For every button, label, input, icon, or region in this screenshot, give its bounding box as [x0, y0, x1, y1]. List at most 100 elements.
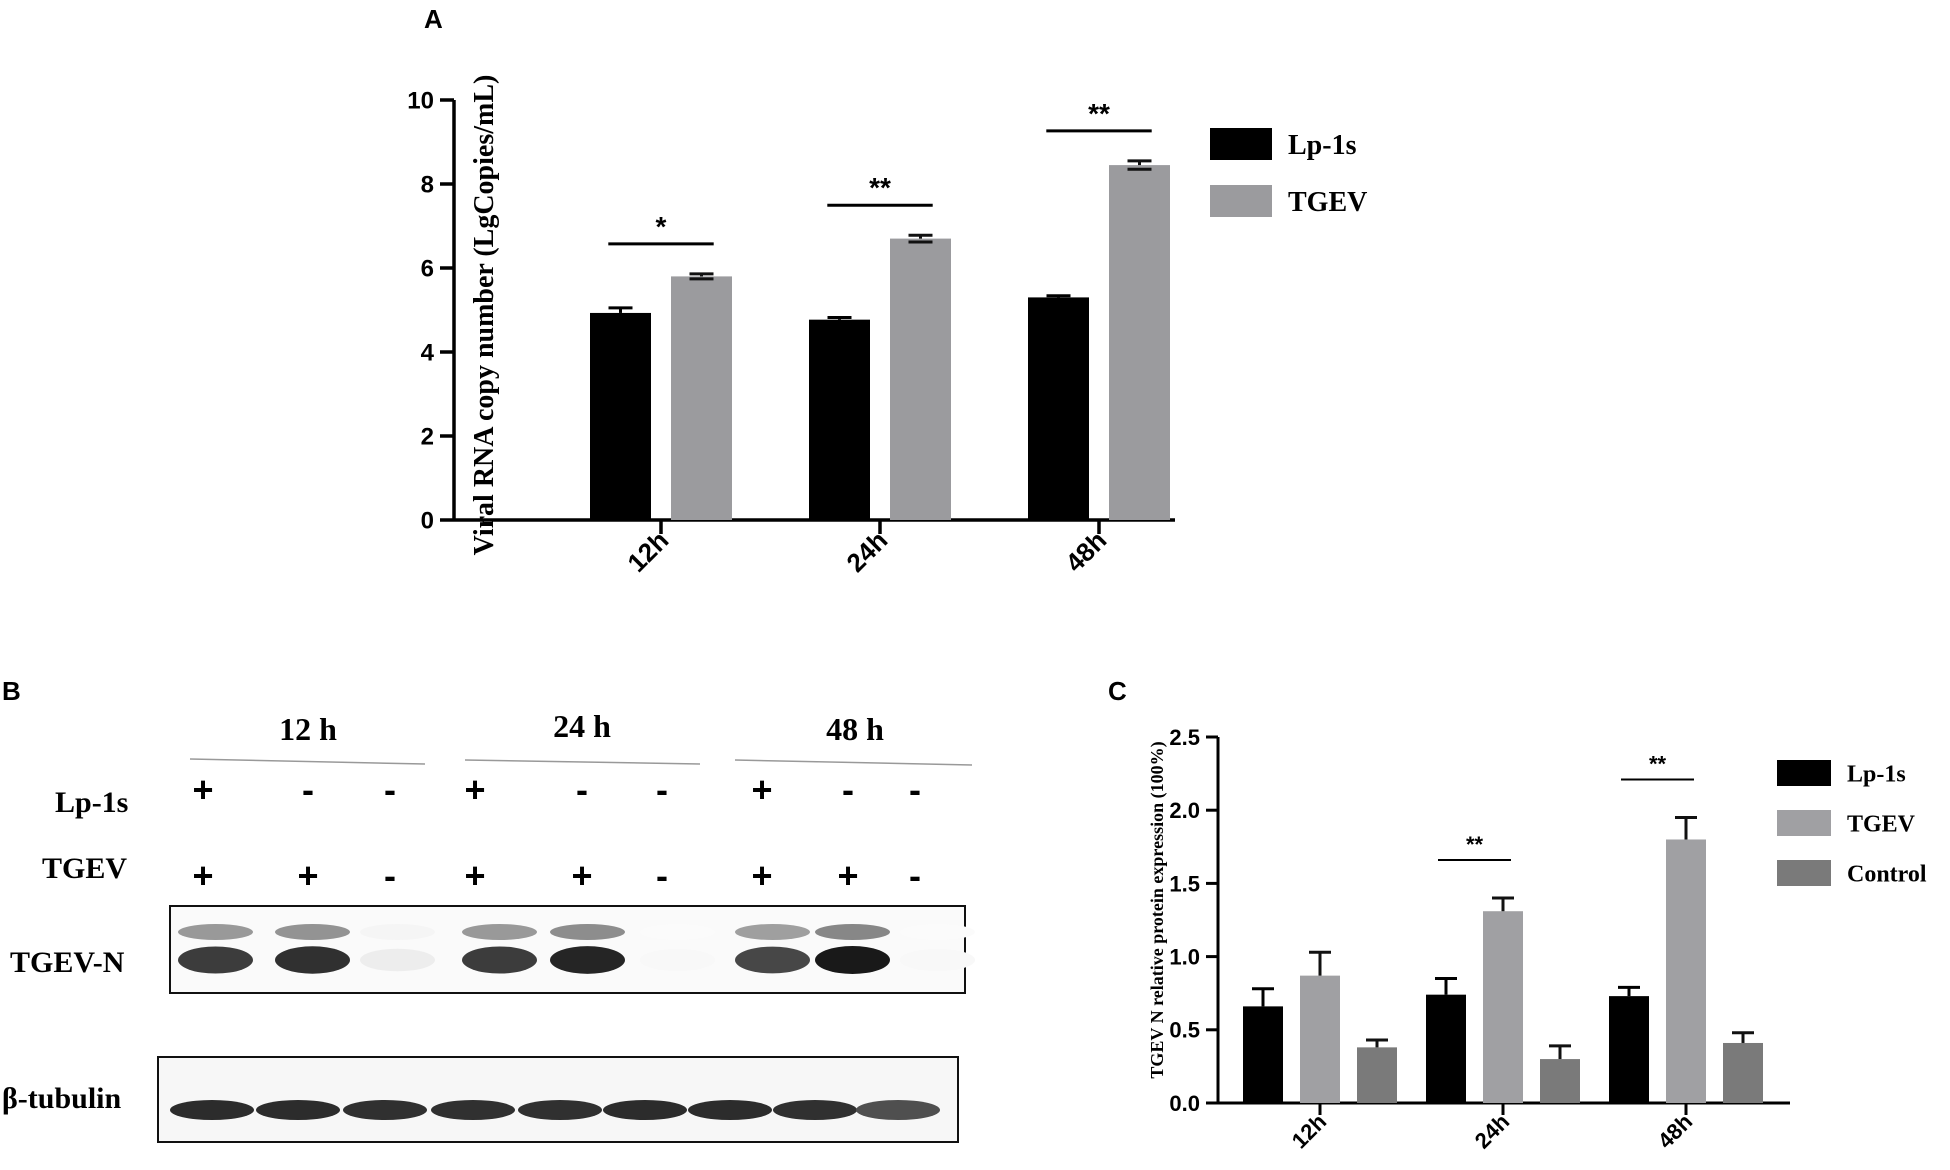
y-tick-label: 10: [407, 88, 434, 115]
lp-sign: +: [464, 769, 485, 810]
group-line-48h: [734, 759, 973, 766]
row-label-tgev: TGEV: [42, 852, 127, 885]
panel-label-a: A: [424, 4, 443, 34]
x-tick-label-48h: 48h: [1059, 525, 1112, 578]
tubulin-band: [170, 1100, 254, 1120]
lp-sign: +: [192, 769, 213, 810]
bar-lp-1s-48h: [1609, 996, 1649, 1103]
n-band-upper: [550, 924, 625, 940]
bar-tgev-48h: [1666, 839, 1706, 1103]
time-label-24h: 24 h: [553, 708, 611, 744]
n-band-lower: [815, 946, 890, 974]
legend-swatch-control: [1777, 860, 1831, 886]
bar-control-48h: [1723, 1042, 1763, 1103]
group-line-12h: [189, 758, 426, 765]
bar-tgev-24h: [1483, 911, 1523, 1103]
bar-lp-1s-24h: [809, 319, 870, 520]
bar-lp-1s-48h: [1028, 297, 1089, 520]
western-blot: 12 h 24 h 48 h Lp-1s TGEV TGEV-N β-tubul…: [2, 708, 975, 1143]
n-band-lower: [275, 946, 350, 974]
time-label-48h: 48 h: [826, 711, 884, 747]
n-band-upper: [640, 924, 715, 940]
y-axis-label: TGEV N relative protein expression (100%…: [1147, 741, 1168, 1078]
panel-label-c: C: [1108, 676, 1127, 706]
legend-label-tgev: TGEV: [1847, 811, 1916, 837]
significance-label: **: [1649, 752, 1667, 777]
tubulin-band: [603, 1100, 687, 1120]
bar-tgev-12h: [1300, 975, 1340, 1103]
y-tick-label: 2.5: [1169, 725, 1200, 750]
lp-sign: -: [576, 769, 588, 810]
x-tick-label-24h: 24h: [840, 525, 893, 578]
blot-membrane-tubulin: [157, 1056, 959, 1143]
tubulin-band: [773, 1100, 857, 1120]
y-tick-label: 4: [421, 340, 435, 367]
time-label-12h: 12 h: [279, 711, 337, 747]
y-tick-label: 2.0: [1169, 798, 1200, 823]
tgev-sign: -: [384, 855, 396, 896]
n-band-upper: [275, 924, 350, 940]
n-band-upper: [815, 924, 890, 940]
tgev-sign: +: [571, 855, 592, 896]
n-band-lower: [360, 948, 435, 972]
n-band-lower: [462, 946, 537, 974]
row-label-tgev-n: TGEV-N: [10, 946, 125, 979]
tgev-sign: -: [656, 855, 668, 896]
tgev-sign: +: [751, 855, 772, 896]
bar-tgev-48h: [1109, 165, 1170, 520]
y-tick-label: 6: [421, 256, 434, 283]
x-tick-label-24h: 24h: [1470, 1109, 1514, 1153]
x-tick-label-12h: 12h: [621, 525, 674, 578]
bar-lp-1s-12h: [1243, 1006, 1283, 1103]
x-tick-label-48h: 48h: [1653, 1109, 1697, 1153]
n-band-upper: [735, 924, 810, 940]
lp-sign: +: [751, 769, 772, 810]
n-band-upper: [900, 924, 975, 940]
n-band-lower: [640, 948, 715, 972]
significance-label: **: [1466, 832, 1484, 857]
bar-control-24h: [1540, 1059, 1580, 1103]
tubulin-band: [256, 1100, 340, 1120]
y-tick-label: 8: [421, 172, 434, 199]
lp-sign: -: [302, 769, 314, 810]
chart-a: Viral RNA copy number (LgCopies/mL) 0 2 4 6…: [407, 75, 1367, 578]
lp-sign: -: [384, 769, 396, 810]
lp-sign: -: [909, 769, 921, 810]
significance-label: *: [656, 211, 667, 242]
legend-swatch-lp-1s: [1777, 760, 1831, 786]
tgev-sign: +: [192, 855, 213, 896]
tgev-sign: +: [464, 855, 485, 896]
tubulin-band: [431, 1100, 515, 1120]
legend-swatch-tgev: [1777, 810, 1831, 836]
n-band-lower: [178, 946, 253, 974]
n-band-lower: [900, 948, 975, 972]
lp-sign: -: [842, 769, 854, 810]
panel-label-b: B: [2, 676, 21, 706]
y-tick-label: 2: [421, 424, 434, 451]
bar-control-12h: [1357, 1047, 1397, 1103]
chart-c: TGEV N relative protein expression (100%…: [1147, 725, 1927, 1153]
legend-label-lp-1s: Lp-1s: [1847, 761, 1906, 787]
x-tick-label-12h: 12h: [1287, 1109, 1331, 1153]
row-label-tubulin: β-tubulin: [2, 1082, 122, 1115]
significance-label: **: [869, 172, 891, 203]
significance-label: **: [1088, 98, 1110, 129]
tubulin-band: [518, 1100, 602, 1120]
n-band-upper: [178, 924, 253, 940]
bar-lp-1s-12h: [590, 312, 651, 520]
legend-label-lp-1s: Lp-1s: [1288, 130, 1357, 161]
tgev-sign: +: [837, 855, 858, 896]
tubulin-band: [343, 1100, 427, 1120]
y-axis-label: Viral RNA copy number (LgCopies/mL): [469, 75, 500, 556]
legend-swatch-tgev: [1210, 185, 1272, 217]
bar-tgev-12h: [671, 276, 732, 520]
legend-label-control: Control: [1847, 861, 1927, 887]
y-tick-label: 0.0: [1169, 1091, 1200, 1116]
y-tick-label: 0.5: [1169, 1018, 1200, 1043]
tgev-sign: +: [297, 855, 318, 896]
bar-tgev-24h: [890, 238, 951, 520]
n-band-upper: [462, 924, 537, 940]
legend-label-tgev: TGEV: [1288, 187, 1367, 218]
y-tick-label: 1.0: [1169, 945, 1200, 970]
